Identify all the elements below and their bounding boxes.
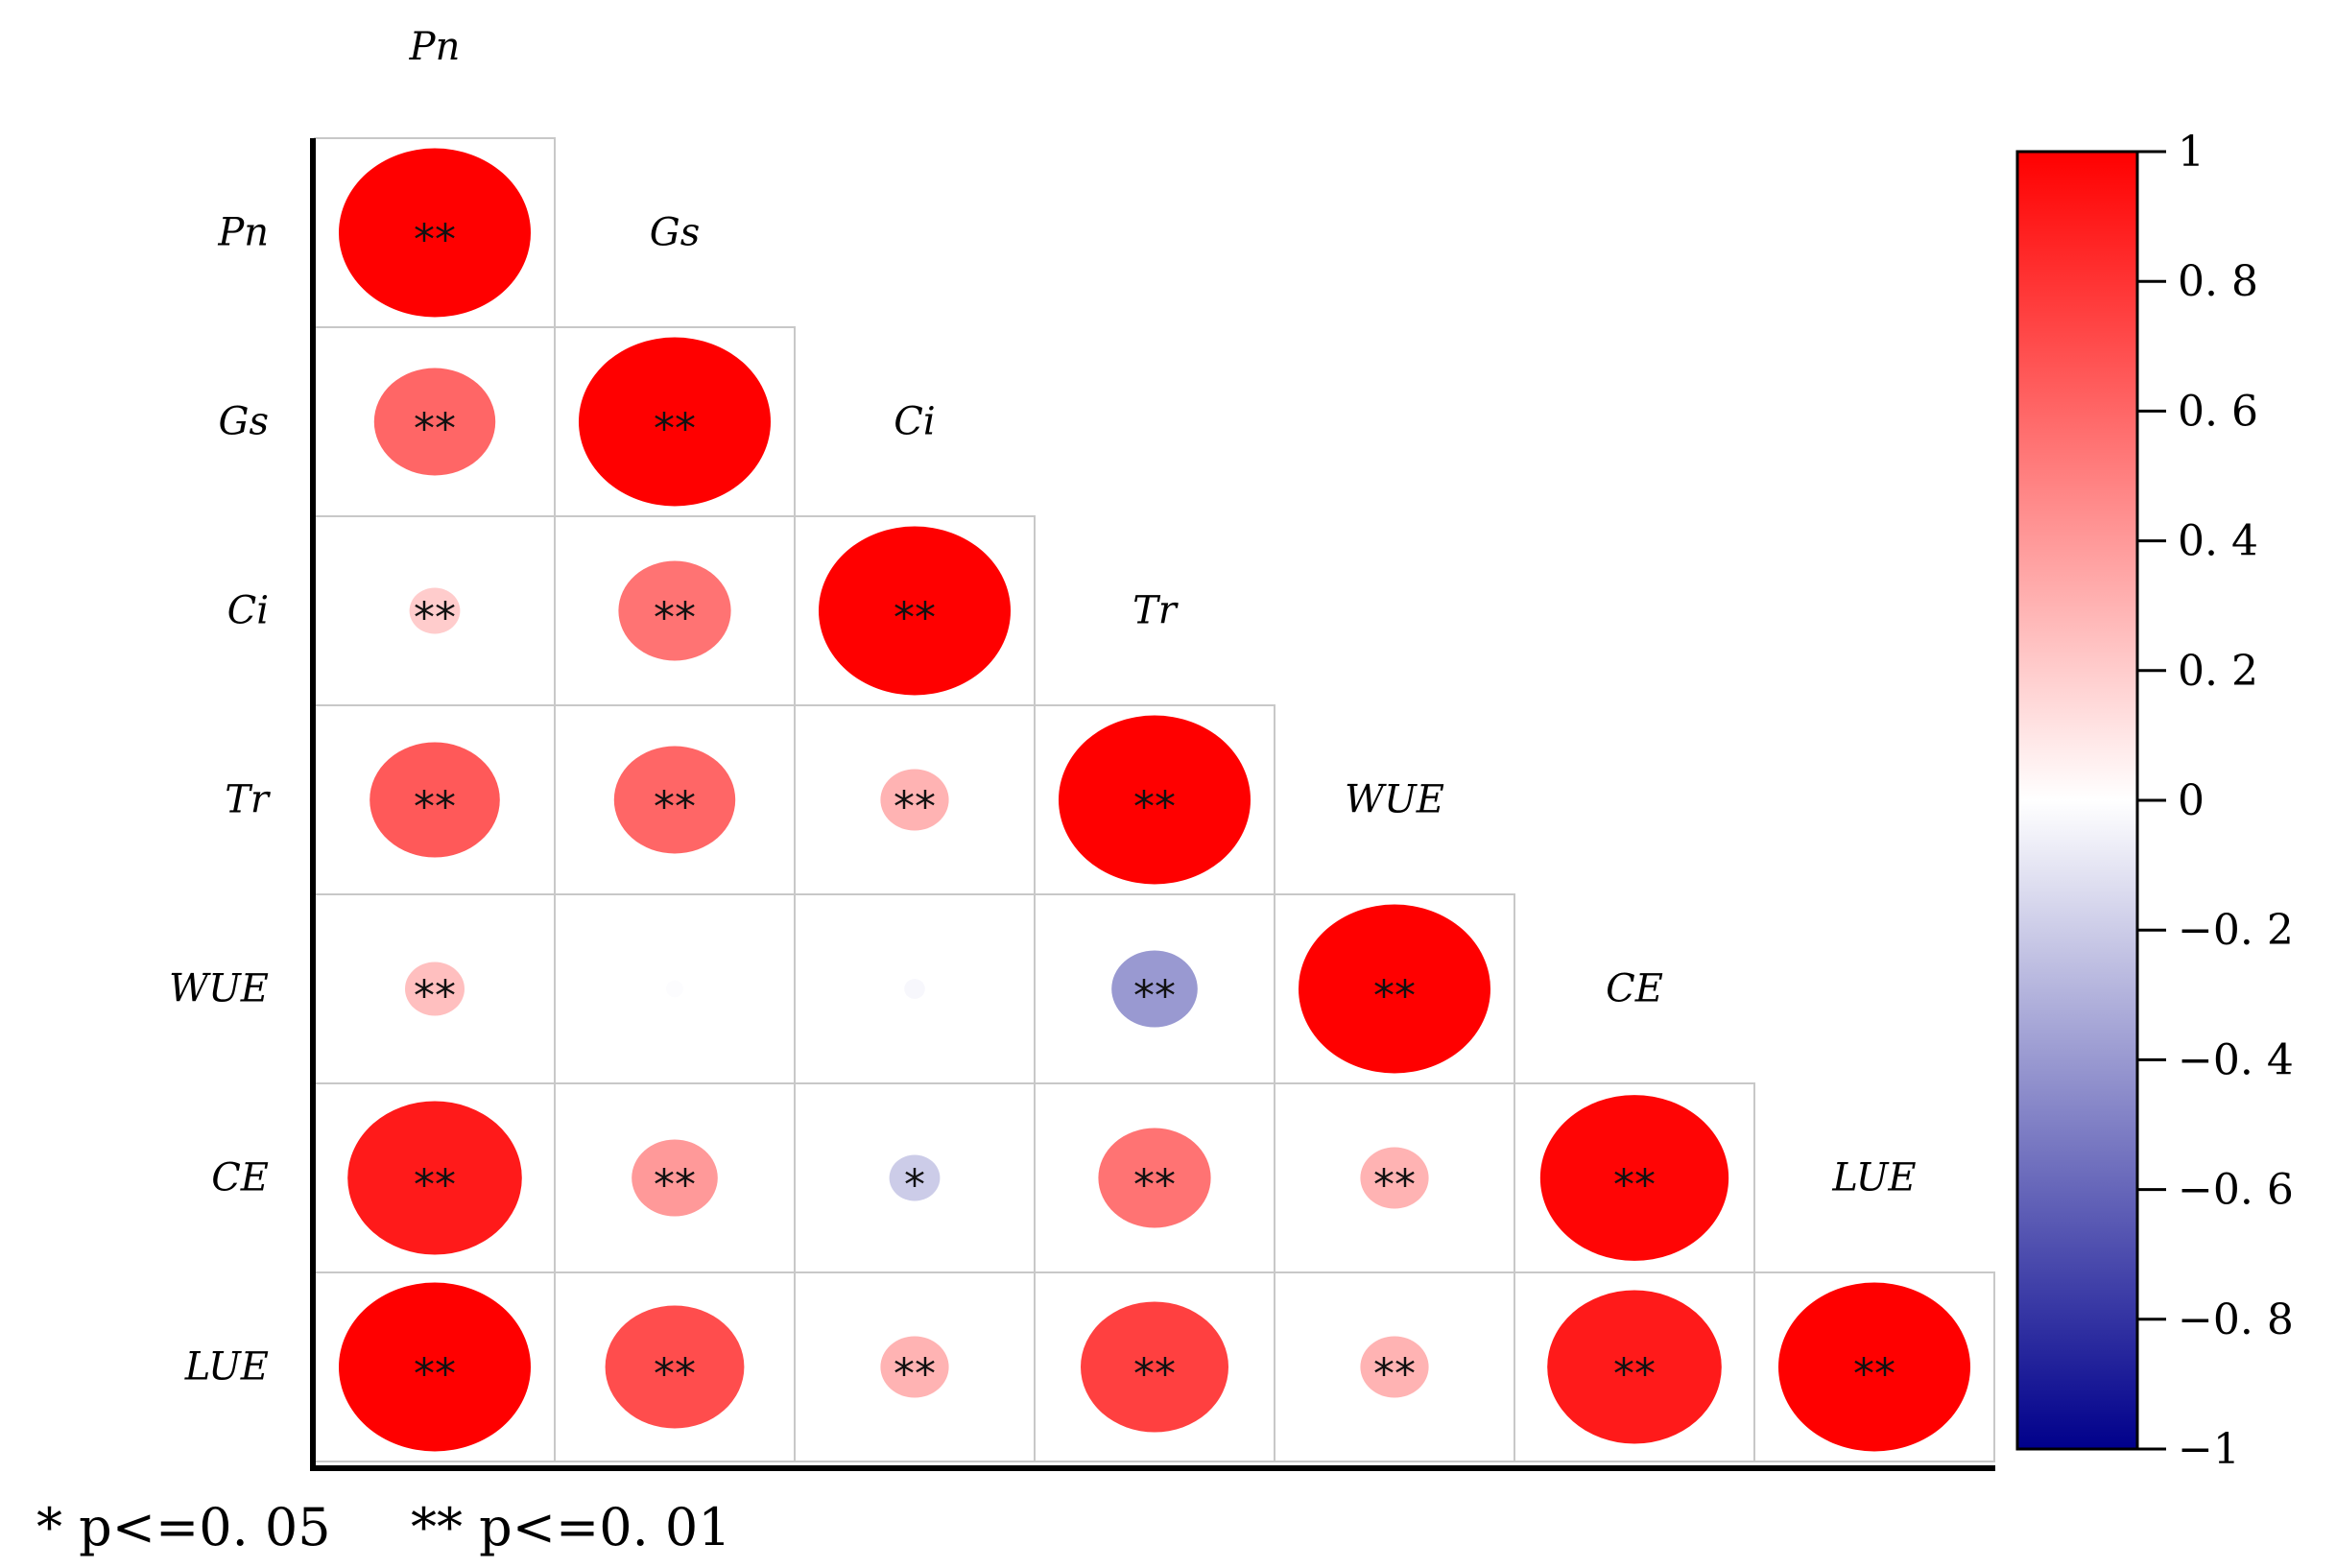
significance-mark: ** xyxy=(1373,1350,1416,1399)
corr-circle-LUE-Ci xyxy=(880,1336,949,1398)
significance-mark: ** xyxy=(654,1161,696,1210)
significance-mark: ** xyxy=(1133,783,1176,832)
variable-labels: Pn Pn Gs Gs Ci Ci Tr Tr WUE WUE CE CE LUE LUE xyxy=(169,25,1917,1390)
matrix-axes xyxy=(310,138,1995,1471)
significance-mark: ** xyxy=(1133,1350,1176,1399)
row-label-LUE: LUE xyxy=(184,1345,269,1390)
corr-circle-Tr-Gs xyxy=(613,746,736,854)
diagonal-label-CE: CE xyxy=(1606,967,1663,1011)
row-label-Tr: Tr xyxy=(225,778,272,822)
significance-mark: ** xyxy=(414,783,456,832)
cell-WUE-Tr xyxy=(1034,893,1275,1084)
corr-circle-Pn-Pn xyxy=(339,148,531,318)
corr-circle-CE-Pn xyxy=(347,1101,522,1255)
significance-mark: ** xyxy=(654,1350,696,1399)
corr-circle-WUE-WUE xyxy=(1299,904,1490,1074)
colorbar-ticks: 1 0. 8 0. 6 0. 4 0. 2 0 −0. 2 −0. 4 −0. 6 −0. 8 −1 xyxy=(2137,128,2294,1474)
corr-circle-LUE-CE xyxy=(1547,1290,1722,1444)
corr-circle-Gs-Gs xyxy=(579,337,771,507)
diagonal-label-LUE: LUE xyxy=(1831,1156,1916,1200)
colorbar-tick-label: −0. 8 xyxy=(2178,1295,2294,1344)
corr-circle-WUE-Ci xyxy=(904,979,925,999)
colorbar-tick-label: 0. 2 xyxy=(2178,647,2258,696)
diagonal-label-Pn: Pn xyxy=(409,25,461,69)
corr-circle-Ci-Gs xyxy=(618,560,731,661)
corr-circle-Ci-Pn xyxy=(409,587,461,634)
colorbar-tick-label: 0. 4 xyxy=(2178,517,2258,566)
significance-mark: ** xyxy=(654,405,696,454)
colorbar-tick-label: −1 xyxy=(2178,1425,2240,1474)
significance-mark: ** xyxy=(894,594,936,643)
corr-circle-Ci-Ci xyxy=(819,526,1011,696)
corr-circle-Tr-Tr xyxy=(1059,715,1251,885)
corr-circle-CE-Tr xyxy=(1098,1128,1211,1228)
row-label-Pn: Pn xyxy=(217,211,269,255)
significance-mark: * xyxy=(904,1161,925,1210)
corr-circle-LUE-Gs xyxy=(605,1305,745,1429)
significance-mark: ** xyxy=(654,783,696,832)
significance-mark: ** xyxy=(414,216,456,265)
corr-circle-CE-Ci xyxy=(889,1154,941,1201)
corr-circle-WUE-Gs xyxy=(666,980,683,998)
significance-mark: ** xyxy=(1133,972,1176,1021)
colorbar-tick-label: −0. 2 xyxy=(2178,906,2294,955)
corr-circle-WUE-Tr xyxy=(1111,950,1198,1028)
diagonal-label-Tr: Tr xyxy=(1132,589,1180,633)
legend-double-star: ** p<=0. 01 xyxy=(411,1497,731,1557)
significance-mark: ** xyxy=(414,1161,456,1210)
significance-mark: ** xyxy=(414,405,456,454)
colorbar-gradient xyxy=(2017,152,2137,1449)
colorbar: 1 0. 8 0. 6 0. 4 0. 2 0 −0. 2 −0. 4 −0. 6 −0. 8 −1 xyxy=(2015,128,2294,1474)
significance-mark: ** xyxy=(1373,1161,1416,1210)
significance-mark: ** xyxy=(414,1350,456,1399)
legend-single-star: * p<=0. 05 xyxy=(36,1497,331,1557)
diagonal-label-WUE: WUE xyxy=(1345,778,1444,822)
row-label-WUE: WUE xyxy=(169,967,269,1011)
corr-circle-Gs-Pn xyxy=(373,368,496,476)
corr-circle-CE-Gs xyxy=(632,1139,718,1217)
corr-circle-LUE-WUE xyxy=(1360,1336,1429,1398)
significance-marks: **** **** ** **** ** ** **** ** **** ** * ** ** **** *… xyxy=(414,216,1895,1399)
diagonal-label-Ci: Ci xyxy=(894,400,935,444)
correlation-circles xyxy=(339,148,1970,1452)
significance-mark: ** xyxy=(894,783,936,832)
significance-mark: ** xyxy=(1613,1161,1656,1210)
corr-circle-CE-WUE xyxy=(1360,1147,1429,1209)
row-label-Ci: Ci xyxy=(227,589,269,633)
significance-legend: * p<=0. 05 ** p<=0. 01 xyxy=(36,1497,731,1557)
significance-mark: ** xyxy=(1133,1161,1176,1210)
significance-mark: ** xyxy=(414,972,456,1021)
colorbar-tick-label: 0. 6 xyxy=(2178,387,2258,436)
colorbar-tick-label: −0. 6 xyxy=(2178,1166,2294,1215)
corr-circle-LUE-Pn xyxy=(339,1282,531,1452)
colorbar-tick-label: 0. 8 xyxy=(2178,257,2258,306)
corr-circle-Tr-Ci xyxy=(880,769,949,831)
colorbar-tick-label: −0. 4 xyxy=(2178,1035,2294,1084)
colorbar-tick-label: 1 xyxy=(2178,128,2205,177)
significance-mark: ** xyxy=(1613,1350,1656,1399)
corr-circle-WUE-Pn xyxy=(405,962,465,1016)
diagonal-label-Gs: Gs xyxy=(650,211,700,255)
significance-mark: ** xyxy=(654,594,696,643)
significance-mark: ** xyxy=(894,1350,936,1399)
corr-circle-CE-CE xyxy=(1539,1095,1729,1261)
corr-circle-LUE-LUE xyxy=(1778,1282,1970,1452)
significance-mark: ** xyxy=(1373,972,1416,1021)
row-label-Gs: Gs xyxy=(219,400,269,444)
row-label-CE: CE xyxy=(211,1156,269,1200)
corr-circle-LUE-Tr xyxy=(1081,1301,1228,1433)
colorbar-tick-label: 0 xyxy=(2178,776,2205,825)
significance-mark: ** xyxy=(414,594,456,643)
corr-circle-Tr-Pn xyxy=(369,742,500,858)
significance-mark: ** xyxy=(1853,1350,1895,1399)
